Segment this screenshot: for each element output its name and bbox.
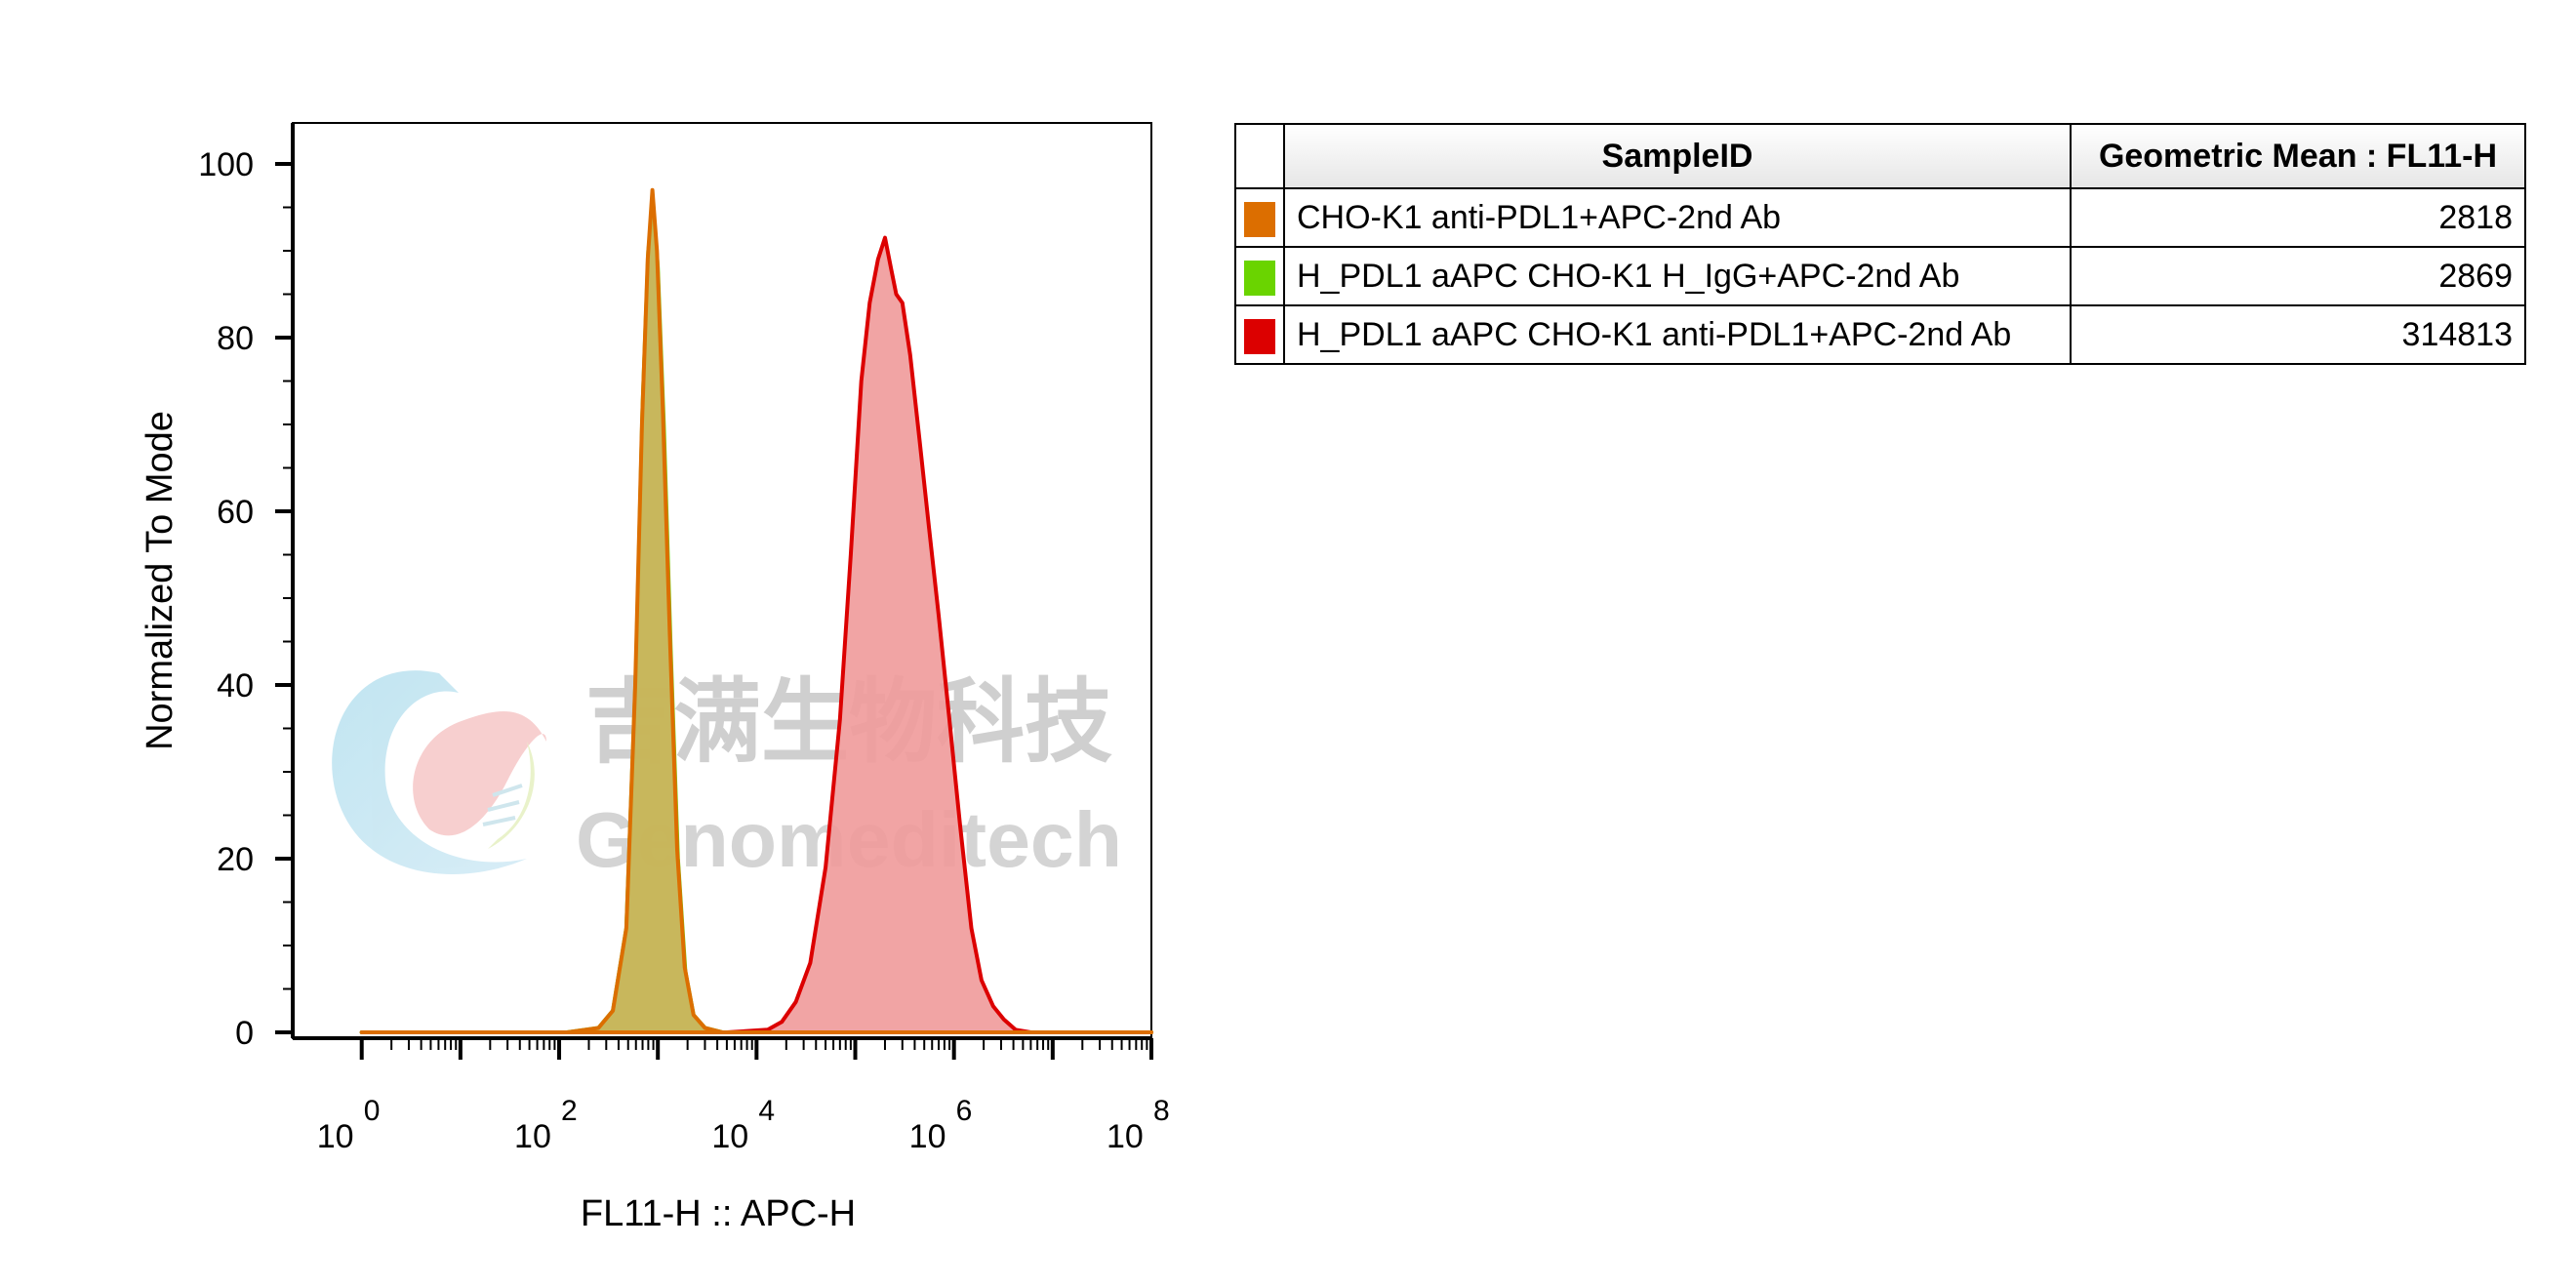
y-axis-label: Normalized To Mode [140, 411, 181, 750]
genomeditech-logo-icon [332, 670, 546, 874]
x-axis-label: FL11-H :: APC-H [581, 1193, 856, 1234]
legend-geomean-value: 2869 [2070, 246, 2526, 306]
legend-header-geomean: Geometric Mean : FL11-H [2070, 123, 2526, 189]
y-tick-label: 0 [235, 1015, 254, 1052]
legend-sample-name: H_PDL1 aAPC CHO-K1 anti-PDL1+APC-2nd Ab [1283, 304, 2072, 365]
histogram-series [359, 187, 1153, 1034]
y-tick-label: 100 [198, 146, 254, 183]
legend-swatch-cell [1234, 246, 1285, 306]
x-tick-label: 10 [317, 1118, 354, 1155]
histogram-series [359, 235, 1153, 1034]
x-tick-exponent: 6 [956, 1095, 973, 1127]
x-tick-exponent: 2 [561, 1095, 578, 1127]
legend-sample-name: H_PDL1 aAPC CHO-K1 H_IgG+APC-2nd Ab [1283, 246, 2072, 306]
legend-color-swatch [1244, 201, 1275, 237]
legend-row: H_PDL1 aAPC CHO-K1 H_IgG+APC-2nd Ab 2869 [1234, 246, 2526, 306]
x-tick-exponent: 4 [758, 1095, 775, 1127]
y-tick-label: 20 [217, 841, 254, 878]
legend-geomean-value: 2818 [2070, 187, 2526, 248]
sample-legend-table: SampleID Geometric Mean : FL11-H CHO-K1 … [1234, 123, 2526, 365]
legend-header-blank [1234, 123, 1285, 189]
legend-swatch-cell [1234, 187, 1285, 248]
plot-frame [292, 122, 1152, 1039]
y-tick-label: 80 [217, 320, 254, 357]
histogram-series [359, 205, 1153, 1034]
legend-swatch-cell [1234, 304, 1285, 365]
x-tick-label: 10 [909, 1118, 946, 1155]
y-tick-label: 40 [217, 667, 254, 704]
x-tick-label: 10 [1107, 1118, 1144, 1155]
legend-header-sample: SampleID [1283, 123, 2072, 189]
x-tick-label: 10 [514, 1118, 551, 1155]
legend-header-row: SampleID Geometric Mean : FL11-H [1234, 123, 2526, 189]
legend-row: H_PDL1 aAPC CHO-K1 anti-PDL1+APC-2nd Ab 3… [1234, 304, 2526, 365]
legend-color-swatch [1244, 318, 1275, 354]
legend-color-swatch [1244, 260, 1275, 296]
x-tick-label: 10 [711, 1118, 748, 1155]
y-tick-label: 60 [217, 494, 254, 531]
x-tick-exponent: 0 [364, 1095, 381, 1127]
x-tick-exponent: 8 [1153, 1095, 1170, 1127]
legend-geomean-value: 314813 [2070, 304, 2526, 365]
legend-sample-name: CHO-K1 anti-PDL1+APC-2nd Ab [1283, 187, 2072, 248]
legend-row: CHO-K1 anti-PDL1+APC-2nd Ab 2818 [1234, 187, 2526, 248]
